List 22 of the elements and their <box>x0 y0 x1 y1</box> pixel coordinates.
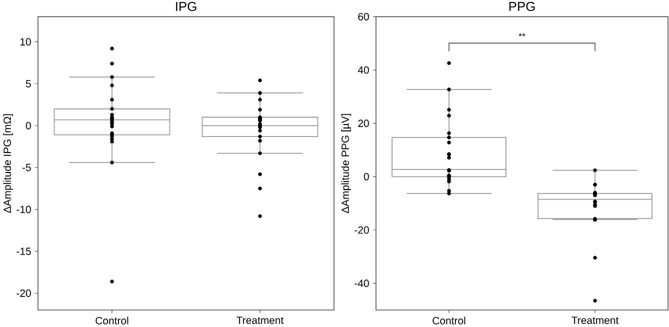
x-tick-label: Treatment <box>572 316 619 324</box>
y-tick-label: 40 <box>358 66 369 74</box>
y-tick-label: 0 <box>26 122 31 130</box>
y-tick-label: 10 <box>20 38 31 46</box>
y-tick-label: 20 <box>358 120 369 128</box>
chart-title: PPG <box>509 2 535 12</box>
x-tick-label: Treatment <box>236 316 284 324</box>
y-tick-label: 5 <box>26 80 31 88</box>
x-tick-label: Control <box>96 316 128 324</box>
x-tick-label: Control <box>432 316 466 324</box>
chart-title: IPG <box>176 2 196 12</box>
y-tick-label: -10 <box>16 206 31 214</box>
y-tick-label: -20 <box>354 226 369 234</box>
annotation: ** <box>518 33 526 36</box>
y-axis-title: ΔAmplitude PPG [µV] <box>341 114 352 214</box>
y-tick-label: 60 <box>358 13 369 20</box>
y-axis-title: ΔAmplitude IPG [mΩ] <box>3 114 14 213</box>
y-tick-label: -15 <box>16 248 31 255</box>
y-tick-label: -5 <box>22 164 31 172</box>
y-tick-label: -40 <box>354 280 369 288</box>
y-tick-label: -20 <box>16 290 31 297</box>
y-tick-label: 0 <box>364 172 369 180</box>
